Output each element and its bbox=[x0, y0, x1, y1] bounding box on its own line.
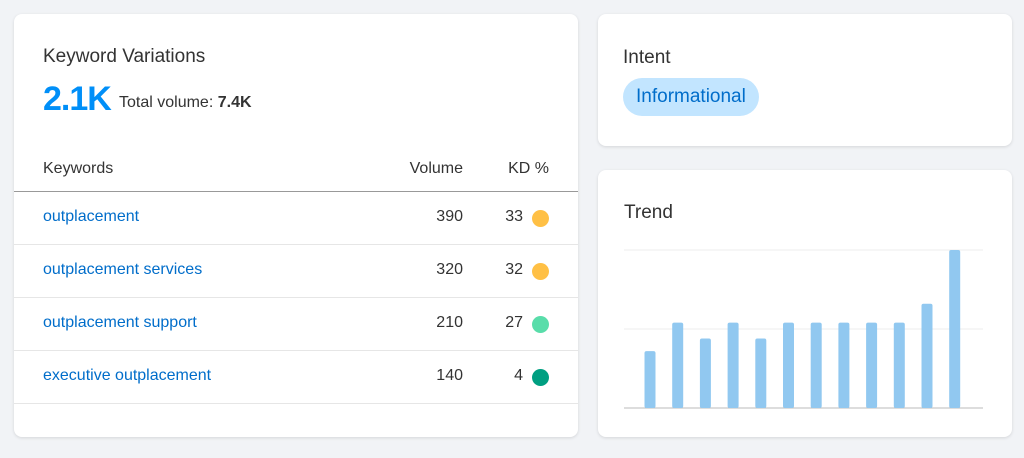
trend-card: Trend bbox=[598, 170, 1012, 437]
table-row: outplacement services 320 32 bbox=[14, 245, 578, 298]
volume-value: 320 bbox=[436, 261, 463, 278]
trend-title: Trend bbox=[624, 202, 673, 223]
volume-value: 210 bbox=[436, 314, 463, 331]
intent-badge: Informational bbox=[623, 78, 759, 116]
table-row: outplacement 390 33 bbox=[14, 192, 578, 245]
trend-chart bbox=[624, 249, 983, 409]
keyword-count: 2.1K bbox=[43, 80, 112, 118]
trend-bar[interactable] bbox=[921, 303, 933, 408]
kd-indicator-dot bbox=[532, 316, 549, 333]
trend-bar[interactable] bbox=[893, 322, 905, 408]
total-volume-label: Total volume: bbox=[119, 94, 214, 111]
intent-title: Intent bbox=[623, 47, 671, 68]
kd-indicator-dot bbox=[532, 210, 549, 227]
keyword-link[interactable]: executive outplacement bbox=[43, 367, 212, 384]
trend-bar[interactable] bbox=[838, 322, 850, 408]
kd-value: 27 bbox=[505, 314, 523, 331]
keyword-variations-card: Keyword Variations 2.1K Total volume: 7.… bbox=[14, 14, 578, 437]
trend-bar[interactable] bbox=[866, 322, 878, 408]
header-kd: KD % bbox=[508, 160, 549, 177]
trend-bar[interactable] bbox=[783, 322, 794, 408]
keyword-link[interactable]: outplacement support bbox=[43, 314, 197, 331]
table-row: outplacement support 210 27 bbox=[14, 298, 578, 351]
header-keywords: Keywords bbox=[43, 160, 114, 177]
volume-value: 390 bbox=[436, 208, 463, 225]
kd-indicator-dot bbox=[532, 369, 549, 386]
kd-value: 32 bbox=[505, 261, 523, 278]
keyword-link[interactable]: outplacement bbox=[43, 208, 140, 225]
total-volume: Total volume: 7.4K bbox=[119, 94, 252, 112]
header-volume: Volume bbox=[409, 160, 463, 177]
trend-bar[interactable] bbox=[699, 338, 711, 408]
trend-bar[interactable] bbox=[644, 351, 656, 408]
kd-value: 4 bbox=[514, 367, 523, 384]
trend-bar[interactable] bbox=[755, 338, 767, 408]
intent-card: Intent Informational bbox=[598, 14, 1012, 146]
header-divider bbox=[14, 191, 578, 192]
trend-bar[interactable] bbox=[949, 250, 961, 408]
kd-indicator-dot bbox=[532, 263, 549, 280]
total-volume-value: 7.4K bbox=[217, 94, 252, 111]
kd-value: 33 bbox=[505, 208, 523, 225]
card-title: Keyword Variations bbox=[43, 46, 206, 67]
table-row: executive outplacement 140 4 bbox=[14, 351, 578, 404]
keyword-link[interactable]: outplacement services bbox=[43, 261, 203, 278]
trend-bar[interactable] bbox=[810, 322, 822, 408]
trend-bar[interactable] bbox=[672, 322, 684, 408]
trend-bar[interactable] bbox=[727, 322, 739, 408]
volume-value: 140 bbox=[436, 367, 463, 384]
